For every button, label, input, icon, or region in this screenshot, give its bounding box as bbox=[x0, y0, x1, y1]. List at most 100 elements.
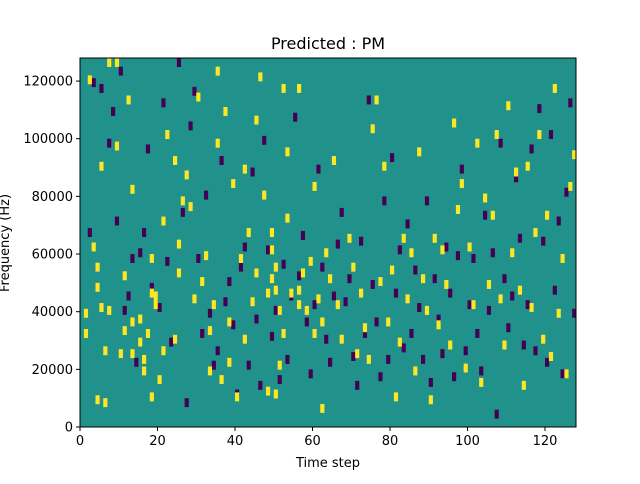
heatmap-cell-low bbox=[258, 380, 263, 390]
heatmap-cell-low bbox=[219, 156, 224, 165]
heatmap-cell-high bbox=[448, 340, 453, 350]
heatmap-cell-high bbox=[316, 294, 321, 304]
heatmap-cell-high bbox=[269, 274, 275, 284]
heatmap-cell-low bbox=[494, 409, 499, 419]
heatmap-cell-low bbox=[386, 354, 391, 364]
heatmap-cell-high bbox=[142, 354, 147, 364]
heatmap-cell-high bbox=[312, 181, 317, 191]
heatmap-cell-high bbox=[211, 300, 216, 310]
heatmap-cell-high bbox=[277, 360, 282, 370]
heatmap-cell-low bbox=[335, 239, 340, 249]
heatmap-cell-high bbox=[355, 349, 360, 359]
heatmap-cell-high bbox=[452, 118, 457, 128]
heatmap-cell-low bbox=[246, 360, 251, 370]
heatmap-cell-low bbox=[223, 297, 228, 307]
x-tick-label: 20 bbox=[149, 434, 166, 449]
x-axis: 0 20 40 60 80 100 120 bbox=[76, 427, 557, 449]
heatmap-cell-low bbox=[382, 196, 387, 206]
heatmap-cell-low bbox=[161, 98, 166, 108]
heatmap-cell-high bbox=[142, 366, 147, 376]
heatmap-cell-high bbox=[521, 380, 526, 390]
heatmap-cell-high bbox=[483, 193, 488, 203]
heatmap-cell-high bbox=[514, 167, 519, 177]
heatmap-cell-low bbox=[521, 340, 526, 350]
heatmap-cell-high bbox=[204, 251, 209, 261]
heatmap-cell-low bbox=[320, 262, 325, 272]
y-axis-label: Frequency (Hz) bbox=[0, 194, 13, 292]
heatmap-cell-high bbox=[130, 349, 135, 359]
heatmap-cell-high bbox=[173, 334, 178, 344]
heatmap-cell-high bbox=[161, 216, 166, 226]
heatmap-cell-low bbox=[254, 314, 259, 324]
heatmap-cell-low bbox=[130, 254, 135, 263]
heatmap-cell-high bbox=[254, 268, 259, 278]
heatmap-cell-high bbox=[335, 300, 340, 310]
heatmap-cell-low bbox=[440, 349, 445, 359]
heatmap-cell-high bbox=[424, 305, 430, 315]
heatmap-cell-low bbox=[200, 328, 205, 338]
heatmap-cell-low bbox=[421, 354, 426, 364]
heatmap-cell-high bbox=[99, 303, 104, 312]
heatmap-cell-low bbox=[560, 369, 565, 379]
heatmap-background bbox=[80, 58, 576, 427]
y-tick-label: 120000 bbox=[23, 75, 73, 90]
heatmap-cell-high bbox=[378, 277, 383, 287]
heatmap-cell-high bbox=[138, 337, 143, 347]
heatmap-cell-low bbox=[184, 398, 189, 408]
heatmap-cell-high bbox=[297, 285, 302, 295]
heatmap-cell-low bbox=[157, 303, 162, 312]
heatmap-cell-high bbox=[130, 317, 135, 327]
heatmap-cell-high bbox=[91, 242, 96, 252]
heatmap-cell-high bbox=[99, 161, 104, 171]
heatmap-cell-low bbox=[374, 317, 379, 327]
heatmap-cell-low bbox=[479, 366, 484, 376]
heatmap-cell-low bbox=[111, 107, 116, 116]
heatmap-cell-high bbox=[269, 228, 275, 238]
heatmap-cell-low bbox=[432, 274, 437, 284]
heatmap-cell-low bbox=[471, 254, 476, 263]
heatmap-cell-high bbox=[401, 233, 406, 243]
heatmap-cell-high bbox=[351, 262, 356, 272]
heatmap-cell-low bbox=[281, 259, 286, 269]
heatmap-cell-high bbox=[273, 285, 278, 295]
heatmap-cell-low bbox=[328, 357, 333, 367]
heatmap-cell-high bbox=[386, 317, 391, 327]
heatmap-cell-high bbox=[180, 196, 185, 206]
heatmap-cell-high bbox=[490, 210, 495, 220]
heatmap-cell-high bbox=[339, 334, 344, 344]
heatmap-cell-low bbox=[285, 354, 290, 364]
heatmap-cell-high bbox=[87, 75, 92, 85]
heatmap-cell-high bbox=[242, 164, 247, 174]
heatmap-cell-high bbox=[277, 305, 282, 315]
heatmap-cell-high bbox=[118, 349, 123, 359]
heatmap-cell-high bbox=[324, 248, 329, 258]
heatmap-cell-high bbox=[397, 337, 402, 347]
heatmap-cell-high bbox=[242, 334, 247, 344]
heatmap-cell-high bbox=[173, 156, 178, 165]
heatmap-cell-high bbox=[347, 233, 352, 243]
heatmap-cell-low bbox=[397, 245, 402, 255]
y-tick-label: 40000 bbox=[32, 305, 73, 320]
heatmap-cell-high bbox=[188, 202, 193, 212]
heatmap-cell-high bbox=[529, 303, 534, 312]
heatmap-cell-low bbox=[211, 360, 216, 370]
heatmap-cell-high bbox=[359, 288, 364, 298]
heatmap-cell-high bbox=[145, 328, 151, 338]
heatmap-cell-low bbox=[250, 167, 255, 177]
heatmap-cell-low bbox=[510, 291, 515, 301]
heatmap-cell-high bbox=[250, 297, 255, 307]
heatmap-cell-low bbox=[215, 346, 220, 356]
heatmap-cell-low bbox=[138, 248, 143, 258]
heatmap-cell-high bbox=[545, 210, 550, 220]
heatmap-cell-low bbox=[463, 346, 468, 356]
heatmap-cell-high bbox=[471, 300, 476, 310]
heatmap-cell-high bbox=[196, 92, 201, 102]
heatmap-cell-high bbox=[432, 233, 437, 243]
heatmap-cell-low bbox=[297, 271, 302, 281]
heatmap-cell-high bbox=[382, 161, 387, 171]
x-tick-label: 80 bbox=[382, 434, 399, 449]
heatmap-cell-high bbox=[83, 328, 89, 338]
heatmap-cell-high bbox=[455, 205, 461, 214]
x-tick-label: 0 bbox=[76, 434, 84, 449]
heatmap-cell-low bbox=[227, 277, 232, 287]
